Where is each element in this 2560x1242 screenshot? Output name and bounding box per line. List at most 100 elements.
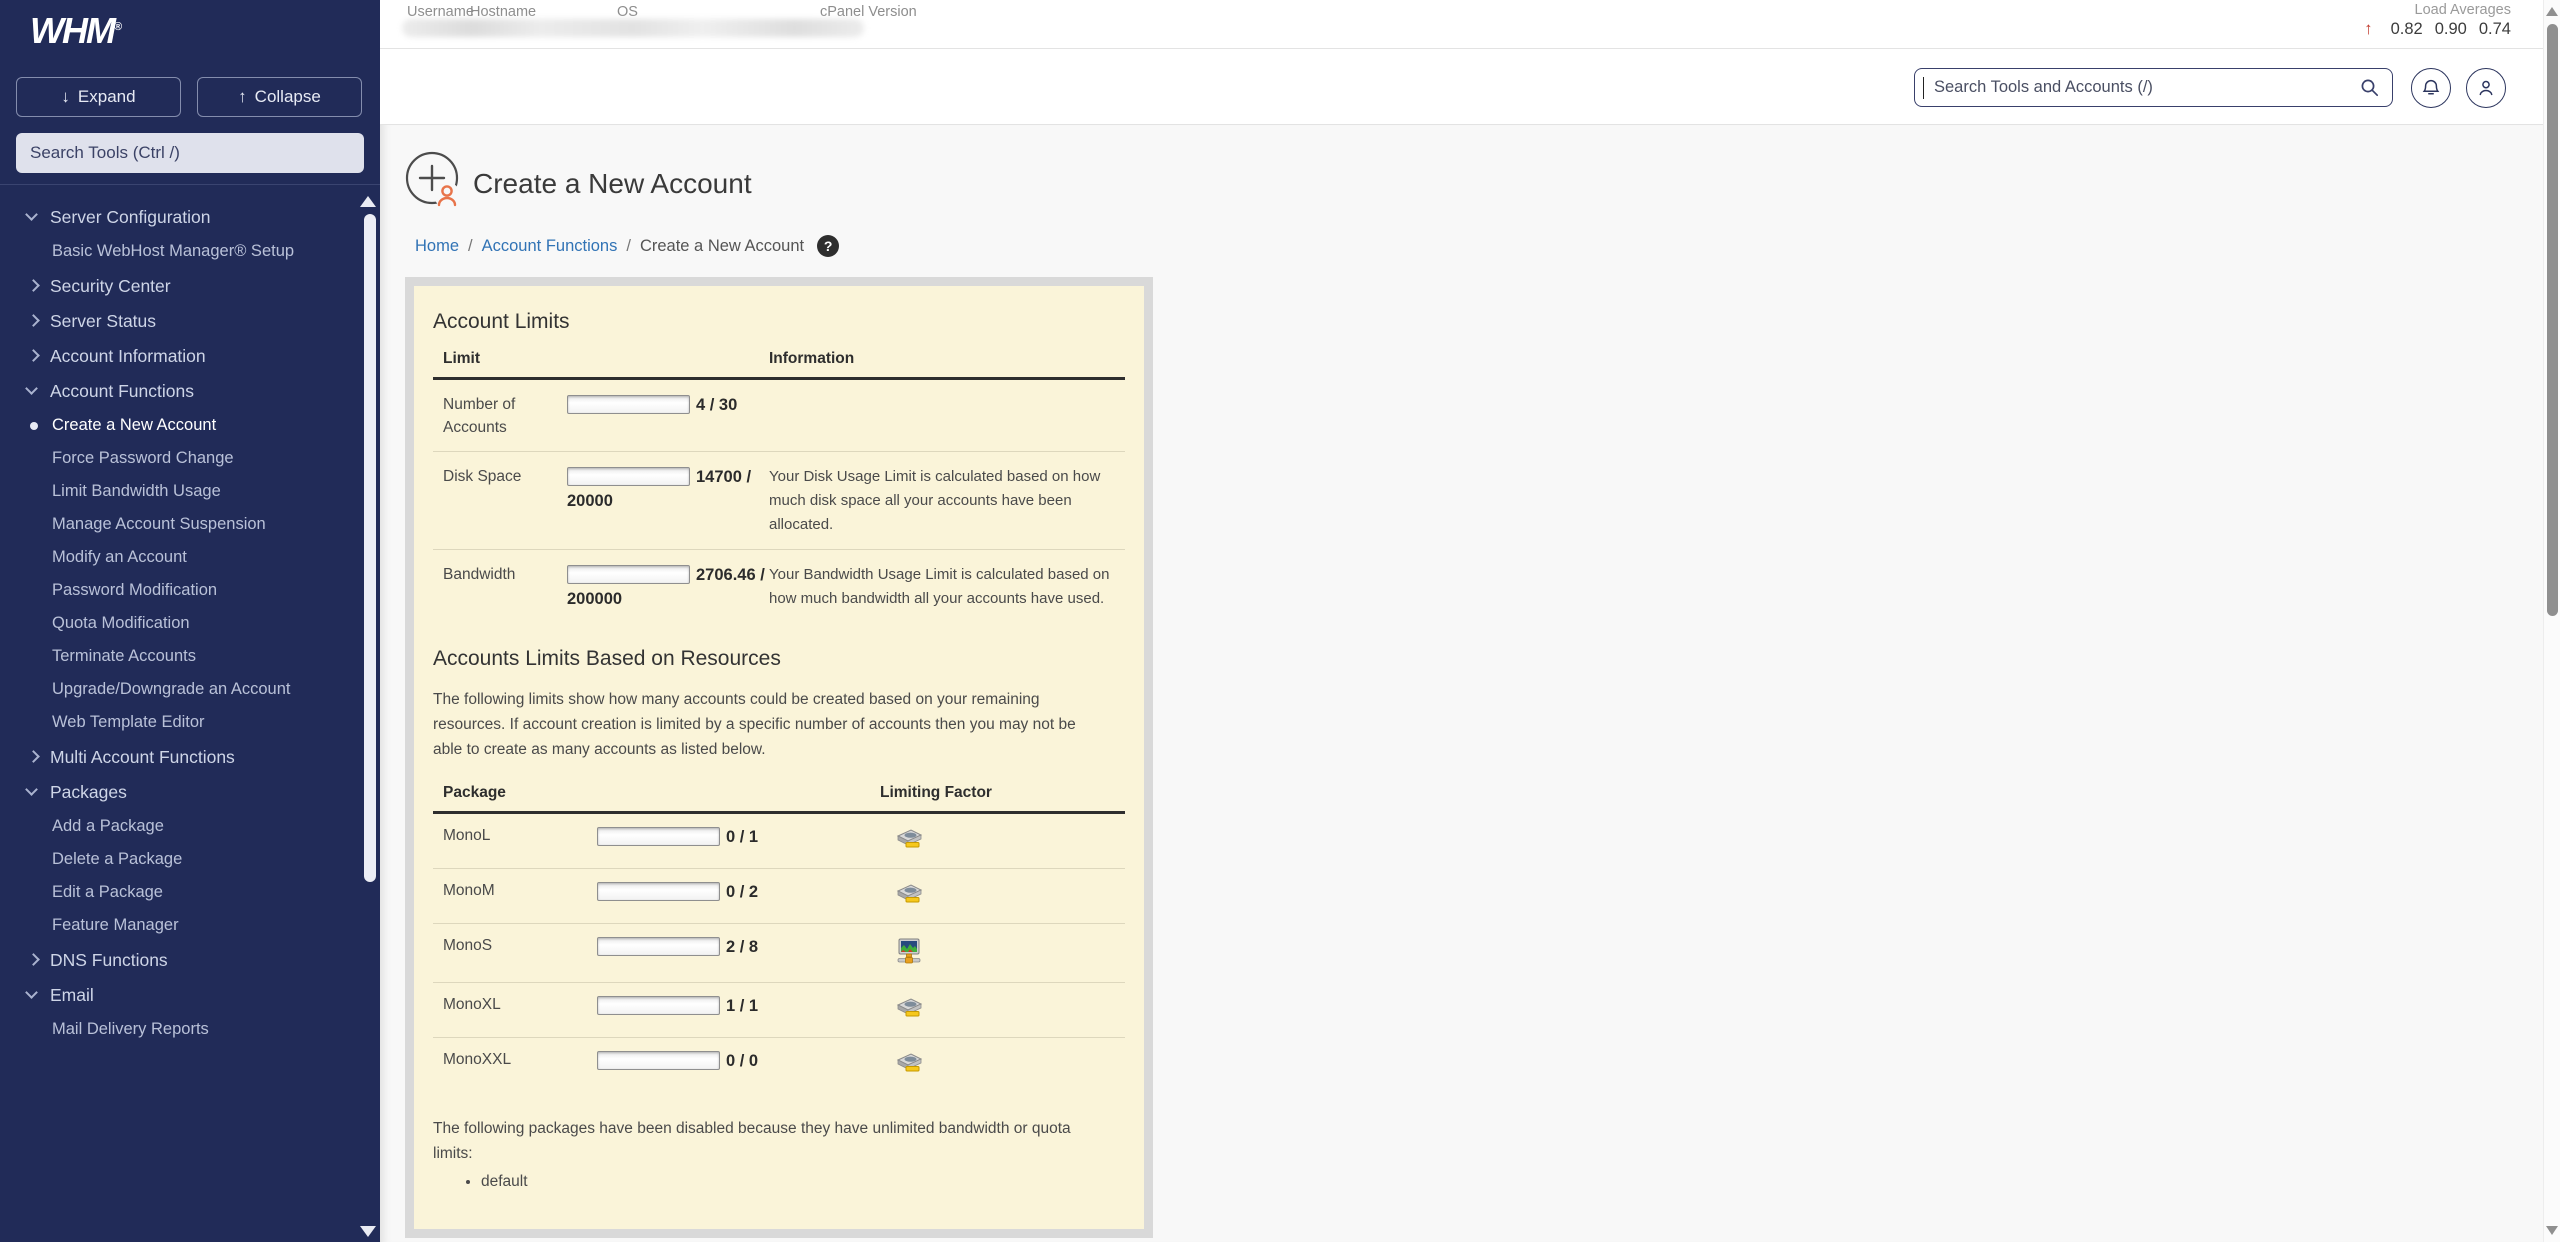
sidebar-item-mail-delivery-reports[interactable]: Mail Delivery Reports — [52, 1020, 209, 1038]
search-icon[interactable] — [2360, 78, 2380, 98]
table-row-monol: MonoL 0 / 1 — [433, 814, 1125, 869]
resource-limits-title: Accounts Limits Based on Resources — [433, 647, 781, 670]
load-averages: Load Averages ↑ 0.82 0.90 0.74 — [2364, 2, 2511, 39]
sidebar-item-modify-an-account[interactable]: Modify an Account — [52, 548, 187, 566]
notifications-button[interactable] — [2411, 68, 2451, 108]
disk-space-icon — [896, 1053, 923, 1072]
sidebar-scroll-down-icon[interactable] — [360, 1226, 376, 1237]
main-content: Create a New Account Home / Account Func… — [380, 125, 2543, 1242]
sidebar-divider — [0, 184, 380, 185]
server-info-redacted-values — [402, 19, 864, 37]
account-limits-panel: Account Limits Limit Information Number … — [405, 277, 1153, 1238]
disk-space-icon — [896, 884, 923, 903]
breadcrumb: Home / Account Functions / Create a New … — [415, 235, 840, 257]
table-row-bandwidth: Bandwidth 2706.46 / 200000 Your Bandwidt… — [443, 565, 1110, 608]
chevron-right-icon — [27, 953, 40, 966]
disk-space-icon — [896, 998, 923, 1017]
breadcrumb-account-functions-link[interactable]: Account Functions — [481, 236, 618, 255]
os-column-label: OS — [617, 4, 638, 20]
breadcrumb-home-link[interactable]: Home — [415, 236, 460, 255]
chevron-right-icon — [27, 750, 40, 763]
main-search-input[interactable] — [1924, 78, 2348, 97]
account-menu-button[interactable] — [2466, 68, 2506, 108]
sidebar-scrollbar-thumb[interactable] — [364, 214, 376, 882]
server-info-bar: Username Hostname OS cPanel Version Load… — [380, 0, 2543, 49]
help-icon[interactable]: ? — [817, 235, 840, 257]
hostname-column-label: Hostname — [470, 4, 537, 20]
load-value-1: 0.82 — [2390, 19, 2423, 38]
information-column-header: Information — [769, 350, 855, 367]
sidebar-scroll-up-icon[interactable] — [360, 196, 376, 207]
limit-column-header: Limit — [443, 350, 481, 367]
bandwidth-usage-value: 2706.46 / 200000 — [567, 566, 765, 608]
header-bar — [380, 49, 2543, 125]
chevron-down-icon — [25, 783, 38, 796]
text-caret — [1923, 76, 1924, 99]
chevron-right-icon — [27, 314, 40, 327]
sidebar-search-input[interactable] — [16, 133, 364, 173]
sidebar-section-server-status[interactable]: Server Status — [0, 308, 360, 335]
disk-space-icon — [896, 829, 923, 848]
page-scrollbar[interactable] — [2543, 0, 2560, 1242]
sidebar-section-security-center[interactable]: Security Center — [0, 273, 360, 300]
bell-icon — [2422, 79, 2440, 95]
main-search-box — [1914, 68, 2393, 107]
page-title: Create a New Account — [473, 168, 752, 199]
load-averages-label: Load Averages — [2414, 2, 2511, 18]
sidebar-section-account-information[interactable]: Account Information — [0, 343, 360, 370]
sidebar-item-manage-account-suspension[interactable]: Manage Account Suspension — [52, 515, 266, 533]
disabled-package-item: default — [481, 1170, 1144, 1194]
accounts-progress-bar — [567, 395, 690, 414]
sidebar-section-account-functions[interactable]: Account Functions — [0, 378, 360, 405]
page-scrollbar-thumb[interactable] — [2547, 24, 2558, 616]
chevron-down-icon — [25, 382, 38, 395]
chevron-right-icon — [27, 279, 40, 292]
sidebar-item-create-a-new-account[interactable]: Create a New Account — [0, 412, 360, 439]
sidebar-section-multi-account-functions[interactable]: Multi Account Functions — [0, 744, 360, 771]
sidebar-item-web-template-editor[interactable]: Web Template Editor — [52, 713, 205, 731]
accounts-usage-value: 4 / 30 — [696, 396, 738, 414]
sidebar-item-delete-a-package[interactable]: Delete a Package — [52, 850, 183, 868]
scroll-up-icon[interactable] — [2546, 7, 2558, 16]
table-row-monom: MonoM 0 / 2 — [433, 869, 1125, 924]
disabled-packages-list: default — [481, 1170, 1144, 1194]
whm-logo[interactable]: WHM® — [30, 10, 123, 51]
sidebar-section-dns-functions[interactable]: DNS Functions — [0, 947, 360, 974]
expand-all-button[interactable]: ↓ Expand — [16, 77, 181, 117]
sidebar-item-basic-webhost-manager-setup[interactable]: Basic WebHost Manager® Setup — [52, 242, 295, 260]
resource-limits-description: The following limits show how many accou… — [433, 691, 1076, 758]
account-limits-title: Account Limits — [433, 310, 570, 333]
chevron-down-icon — [25, 986, 38, 999]
sidebar-item-terminate-accounts[interactable]: Terminate Accounts — [52, 647, 196, 665]
table-row-monoxxl: MonoXXL 0 / 0 — [433, 1038, 1125, 1092]
sidebar-item-add-a-package[interactable]: Add a Package — [52, 817, 164, 835]
scroll-down-icon[interactable] — [2546, 1226, 2558, 1235]
sidebar-item-quota-modification[interactable]: Quota Modification — [52, 614, 190, 632]
limiting-factor-column-header: Limiting Factor — [880, 784, 992, 801]
sidebar-item-edit-a-package[interactable]: Edit a Package — [52, 883, 163, 901]
sidebar: WHM® ↓Expand ↑Collapse Server Configurat… — [0, 0, 380, 1242]
bandwidth-progress-bar — [567, 565, 690, 584]
arrow-up-icon: ↑ — [238, 87, 247, 106]
table-row-disk-space: Disk Space 14700 / 20000 Your Disk Usage… — [433, 452, 1125, 550]
table-row-monoxl: MonoXL 1 / 1 — [433, 983, 1125, 1038]
breadcrumb-separator: / — [626, 236, 631, 255]
load-value-3: 0.74 — [2478, 19, 2511, 38]
chevron-right-icon — [27, 349, 40, 362]
table-row-number-of-accounts: Number of Accounts 4 / 30 — [433, 380, 1125, 452]
bandwidth-icon — [897, 938, 921, 964]
package-column-header: Package — [443, 784, 506, 801]
sidebar-section-packages[interactable]: Packages — [0, 779, 360, 806]
sidebar-section-email[interactable]: Email — [0, 982, 360, 1009]
sidebar-item-force-password-change[interactable]: Force Password Change — [52, 449, 234, 467]
sidebar-item-limit-bandwidth-usage[interactable]: Limit Bandwidth Usage — [52, 482, 221, 500]
username-column-label: Username — [407, 4, 474, 20]
collapse-all-button[interactable]: ↑ Collapse — [197, 77, 362, 117]
table-row-monos: MonoS 2 / 8 — [433, 924, 1125, 983]
sidebar-item-upgrade-downgrade-an-account[interactable]: Upgrade/Downgrade an Account — [52, 680, 291, 698]
disk-progress-bar — [567, 467, 690, 486]
sidebar-item-password-modification[interactable]: Password Modification — [52, 581, 218, 599]
sidebar-item-feature-manager[interactable]: Feature Manager — [52, 916, 179, 934]
load-value-2: 0.90 — [2434, 19, 2467, 38]
sidebar-section-server-configuration[interactable]: Server Configuration — [0, 204, 360, 231]
